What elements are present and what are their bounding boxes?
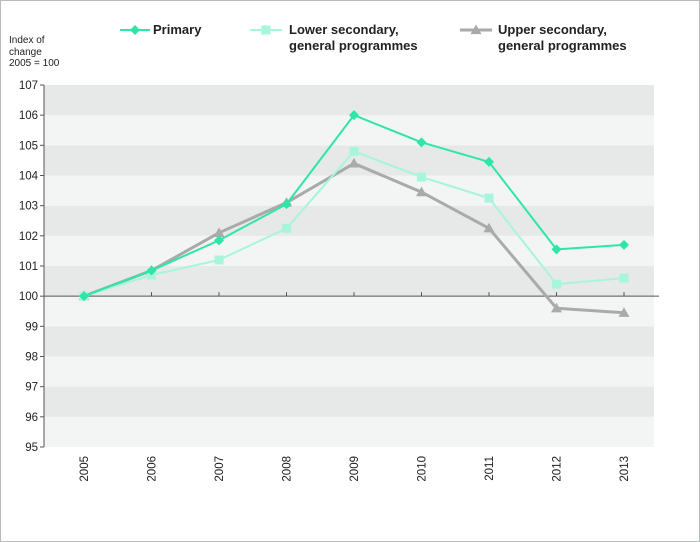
data-point-s0-2008 <box>281 199 292 210</box>
x-tick-label-2013: 2013 <box>619 456 631 482</box>
x-tick-label-2010: 2010 <box>417 456 429 482</box>
x-tick-label-2011: 2011 <box>484 456 496 481</box>
grid-band-98 <box>44 326 654 357</box>
y-axis-label-line-3: 2005 = 100 <box>9 58 60 69</box>
grid-band-96 <box>44 386 654 417</box>
y-tick-label-101: 101 <box>19 261 38 273</box>
grid-band-106 <box>44 85 654 116</box>
data-point-s0-2007 <box>214 235 224 246</box>
legend-label-upper-secondary: Upper secondary, general programmes <box>498 22 627 53</box>
y-tick-label-103: 103 <box>19 201 38 213</box>
data-point-s1-2007 <box>214 255 224 265</box>
data-point-s0-2006 <box>146 265 157 276</box>
legend-swatch-marker-2 <box>470 24 482 35</box>
data-point-s1-2011 <box>484 193 494 203</box>
data-point-s0-2012 <box>551 244 562 255</box>
grid-band-105 <box>44 115 654 146</box>
grid-band-97 <box>44 356 654 387</box>
grid-band-99 <box>44 296 654 327</box>
data-point-s2-2013 <box>618 307 630 317</box>
x-tick-label-2005: 2005 <box>79 456 91 482</box>
y-tick-label-100: 100 <box>19 291 38 303</box>
grid-band-101 <box>44 235 654 266</box>
legend-label-primary: Primary <box>153 22 202 37</box>
x-tick-label-2008: 2008 <box>282 456 294 482</box>
data-point-s0-2013 <box>619 239 629 250</box>
y-tick-label-105: 105 <box>19 140 38 152</box>
y-tick-label-96: 96 <box>25 412 38 424</box>
y-tick-label-98: 98 <box>25 352 38 364</box>
x-tick-label-2009: 2009 <box>349 456 361 482</box>
y-tick-label-95: 95 <box>25 442 38 454</box>
y-tick-label-107: 107 <box>19 80 38 92</box>
legend-swatch-marker-0 <box>130 25 140 35</box>
y-axis-label-line-2: change <box>9 46 42 58</box>
data-point-s1-2008 <box>282 223 291 233</box>
x-tick-label-2012: 2012 <box>552 456 564 482</box>
y-tick-label-106: 106 <box>19 110 38 122</box>
data-point-s0-2011 <box>484 156 494 167</box>
data-point-s1-2010 <box>417 172 426 182</box>
grid-band-102 <box>44 205 654 236</box>
grid-band-95 <box>44 416 654 447</box>
data-point-s2-2009 <box>348 157 360 168</box>
data-point-s0-2010 <box>416 137 427 148</box>
data-point-s0-2005 <box>79 291 89 302</box>
data-point-s0-2009 <box>349 110 359 121</box>
x-tick-label-2007: 2007 <box>214 456 226 482</box>
y-axis-label-line-1: Index of <box>9 35 45 46</box>
grid-band-103 <box>44 175 654 206</box>
data-point-s2-2007 <box>213 227 225 237</box>
data-point-s2-2010 <box>416 186 427 197</box>
data-point-s1-2013 <box>619 273 629 283</box>
y-axis-label: Index of change 2005 = 100 <box>9 35 59 70</box>
y-tick-label-97: 97 <box>25 382 38 394</box>
data-point-s2-2012 <box>551 302 562 313</box>
y-tick-label-102: 102 <box>19 231 38 243</box>
y-tick-label-99: 99 <box>25 321 38 333</box>
data-point-s2-2011 <box>483 222 495 233</box>
legend-label-lower-secondary: Lower secondary, general programmes <box>289 22 418 53</box>
grid-band-104 <box>44 145 654 176</box>
legend-swatch-marker-1 <box>261 25 271 35</box>
y-tick-label-104: 104 <box>19 171 39 183</box>
x-tick-label-2006: 2006 <box>147 456 159 482</box>
data-point-s1-2012 <box>552 279 561 289</box>
data-point-s1-2009 <box>349 146 359 156</box>
